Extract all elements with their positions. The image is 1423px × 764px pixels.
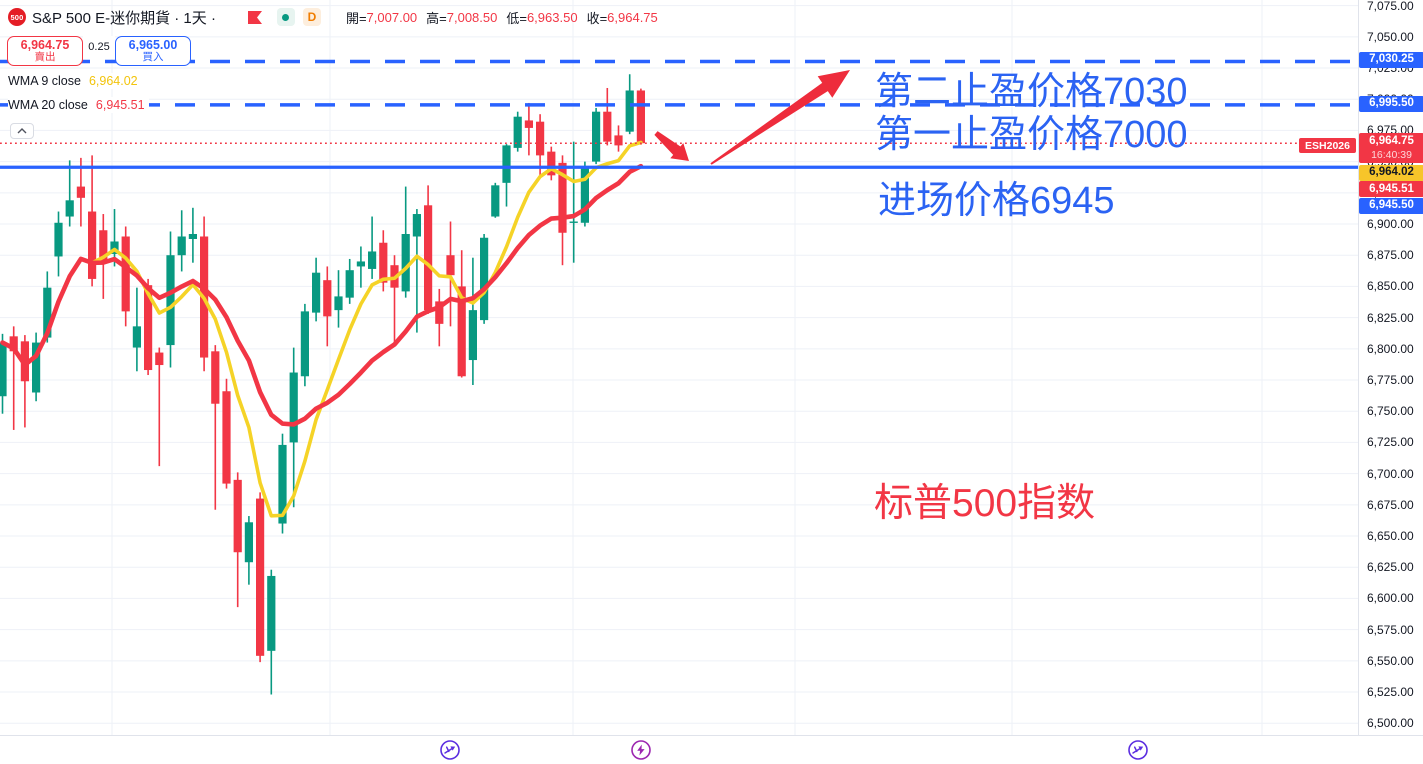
symbol-title[interactable]: S&P 500 E-迷你期貨 · 1天 · [32,9,216,27]
price-tick-label: 7,075.00 [1367,0,1414,13]
spread-value: 0.25 [83,36,115,59]
price-tick-label: 6,850.00 [1367,279,1414,294]
tp1-price-badge: 6,995.50 [1359,95,1423,112]
open-label: 開= [345,10,367,26]
big-up-arrow[interactable] [710,70,850,165]
interval-badge[interactable]: D [302,8,321,26]
candlestick-type-icon[interactable] [247,10,263,25]
price-tick-label: 6,600.00 [1367,591,1414,606]
symbol-logo-icon: 500 [8,8,26,26]
low-label: 低= [506,10,527,26]
level-lines-layer[interactable] [0,59,1358,169]
small-down-arrow[interactable] [654,131,689,161]
high-label: 高= [426,10,447,26]
wma9-price-badge: 6,964.02 [1359,164,1423,181]
open-value: 7,007.00 [366,9,418,25]
price-tick-label: 6,625.00 [1367,560,1414,575]
entry-price-badge: 6,945.50 [1359,197,1423,214]
candles-layer[interactable] [0,74,645,695]
last-price-badge: 6,964.75 16:40:39 [1359,133,1423,163]
connection-status-icon [276,8,295,26]
price-tick-label: 6,875.00 [1367,248,1414,263]
buy-price: 6,965.00 [128,37,178,52]
high-value: 7,008.50 [446,9,498,25]
wma-line[interactable] [0,140,643,518]
close-value: 6,964.75 [607,9,658,25]
wma20-value: 6,945.51 [95,98,145,112]
buy-button[interactable]: 6,965.00 買入 [115,36,191,66]
price-tick-label: 6,650.00 [1367,529,1414,544]
price-tick-label: 6,525.00 [1367,685,1414,700]
take-profit-1-annotation[interactable]: 第一止盈价格7000 [875,114,1188,156]
price-tick-label: 6,900.00 [1367,217,1414,232]
price-tick-label: 6,500.00 [1367,716,1414,731]
price-tick-label: 6,750.00 [1367,404,1414,419]
sell-label: 賣出 [34,51,56,64]
ohlc-legend: 開= 7,007.00 高= 7,008.50 低= 6,963.50 收= 6,964… [337,8,658,27]
tp2-price-badge: 7,030.25 [1359,51,1423,68]
take-profit-2-annotation[interactable]: 第二止盈价格7030 [875,71,1188,113]
price-tick-label: 7,050.00 [1367,29,1414,44]
jump-arrow-marker-icon[interactable] [438,738,462,764]
wma20-legend-row[interactable]: WMA 20 close 6,945.51 [8,97,149,113]
trade-panel: 6,964.75 賣出 0.25 6,965.00 買入 [7,36,191,66]
index-name-annotation[interactable]: 标普500指数 [874,482,1096,525]
price-tick-label: 6,800.00 [1367,341,1414,356]
price-axis[interactable]: 7,075.007,050.007,025.007,000.006,975.00… [1358,0,1423,735]
lightning-marker-icon[interactable] [629,738,653,764]
symbol-header: 500 S&P 500 E-迷你期貨 · 1天 · D 開= 7,007.00 高… [8,6,658,28]
low-value: 6,963.50 [526,9,578,25]
contract-label: ESH2026 [1299,138,1356,153]
jump-arrow-marker-icon[interactable] [1126,738,1150,764]
price-tick-label: 6,775.00 [1367,373,1414,388]
entry-price-annotation[interactable]: 进场价格6945 [878,180,1115,222]
price-tick-label: 6,550.00 [1367,653,1414,668]
price-tick-label: 6,725.00 [1367,435,1414,450]
wma9-value: 6,964.02 [88,74,138,88]
wma9-label: WMA 9 close [8,74,81,88]
time-axis[interactable] [0,735,1423,764]
sell-price: 6,964.75 [20,37,70,52]
wma9-legend-row[interactable]: WMA 9 close 6,964.02 [8,73,142,89]
sell-button[interactable]: 6,964.75 賣出 [7,36,83,66]
close-label: 收= [586,10,608,26]
price-tick-label: 6,700.00 [1367,466,1414,481]
wma-line[interactable] [0,163,644,427]
wma20-price-badge: 6,945.51 [1359,181,1423,197]
collapse-legend-button[interactable] [10,123,34,139]
price-tick-label: 6,825.00 [1367,310,1414,325]
wma20-label: WMA 20 close [8,98,88,112]
buy-label: 買入 [142,51,164,64]
price-tick-label: 6,575.00 [1367,622,1414,637]
last-price-time: 16:40:39 [1371,148,1412,161]
price-tick-label: 6,675.00 [1367,497,1414,512]
